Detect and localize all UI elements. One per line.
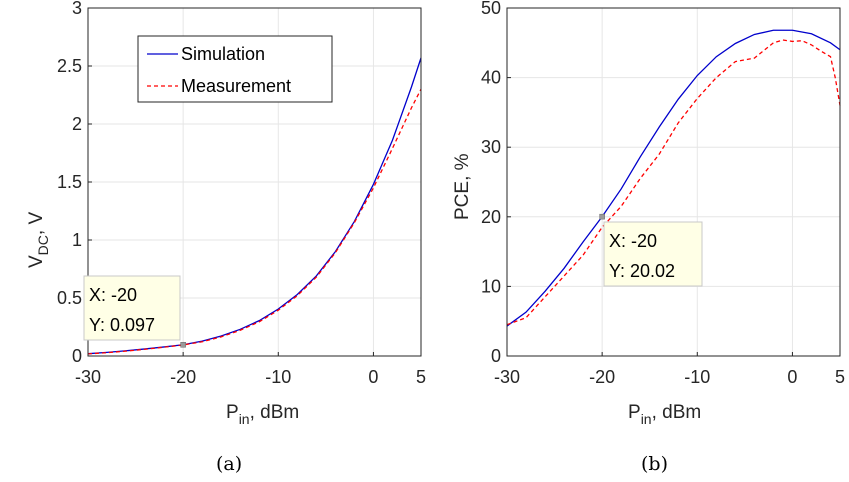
datatip-x-b: X: -20 (609, 231, 657, 251)
y-axis-label-b: PCE, % (452, 153, 473, 220)
y-tick-label: 30 (481, 137, 501, 157)
x-tick-label: 5 (416, 367, 426, 387)
y-tick-label: 50 (481, 0, 501, 18)
datatip-marker[interactable] (180, 341, 186, 348)
x-axis-label-b: Pin, dBm (628, 402, 701, 427)
y-tick-label: 3 (72, 0, 82, 18)
legend-label-simulation: Simulation (181, 44, 265, 64)
y-tick-label: 0.5 (57, 288, 82, 308)
x-tick-label: 0 (368, 367, 378, 387)
x-tick-label: -10 (265, 367, 291, 387)
x-tick-label: 5 (835, 367, 845, 387)
axes-frame-b (507, 8, 840, 356)
axes-border-b (506, 7, 841, 357)
y-tick-label: 1 (72, 230, 82, 250)
series-lines-a (87, 57, 422, 355)
x-axis-label-a: Pin, dBm (226, 402, 299, 427)
x-tick-label: -20 (170, 367, 196, 387)
legend-box (137, 35, 333, 103)
x-tick-label: 0 (787, 367, 797, 387)
y-tick-label: 2.5 (57, 56, 82, 76)
y-tick-label: 0 (491, 346, 501, 366)
y-tick-label: 10 (481, 276, 501, 296)
x-tick-label: -10 (684, 367, 710, 387)
caption-a: (a) (216, 453, 242, 475)
x-tick-label: -20 (589, 367, 615, 387)
datatip-box-b (603, 221, 703, 287)
x-ticks-a: -30 -20 -10 0 5 (75, 352, 426, 387)
series-lines-b (506, 29, 841, 327)
legend-label-measurement: Measurement (181, 76, 291, 96)
y-tick-label: 20 (481, 207, 501, 227)
series-line-measurement (87, 88, 422, 355)
x-tick-label: -30 (494, 367, 520, 387)
datatip-y-a: Y: 0.097 (89, 315, 155, 335)
panel-a: -30 -20 -10 0 5 0 0.5 1 1.5 2 2.5 3 Simulation Mea… (26, 0, 426, 475)
datatip-b[interactable]: X: -20 Y: 20.02 (603, 221, 703, 287)
y-tick-label: 40 (481, 68, 501, 88)
y-tick-label: 1.5 (57, 172, 82, 192)
y-tick-label: 2 (72, 114, 82, 134)
legend: Simulation Measurement (137, 35, 333, 103)
y-ticks-b: 0 10 20 30 40 50 (481, 0, 511, 366)
datatip-y-b: Y: 20.02 (609, 261, 675, 281)
y-axis-label-a: VDC, V (26, 212, 51, 268)
x-ticks-b: -30 -20 -10 0 5 (494, 352, 845, 387)
datatip-x-a: X: -20 (89, 285, 137, 305)
datatip-marker[interactable] (599, 213, 605, 220)
y-ticks-a: 0 0.5 1 1.5 2 2.5 3 (57, 0, 92, 366)
x-tick-label: -30 (75, 367, 101, 387)
series-line-simulation (506, 29, 841, 327)
datatip-box-a (83, 275, 181, 341)
datatip-a[interactable]: X: -20 Y: 0.097 (83, 275, 181, 341)
y-tick-label: 0 (72, 346, 82, 366)
caption-b: (b) (641, 453, 668, 475)
